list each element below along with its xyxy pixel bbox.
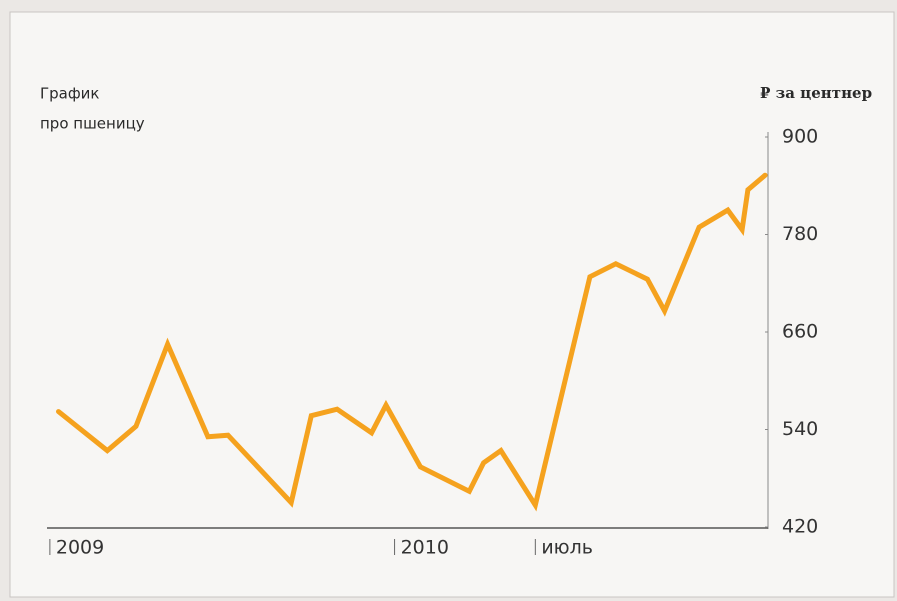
chart-title: про пшеницу: [40, 115, 145, 133]
paper: [9, 11, 895, 598]
x-tick-label: 2009: [56, 537, 104, 559]
y-tick-label: 420: [782, 516, 818, 538]
y-tick-label: 780: [782, 223, 818, 245]
y-tick-label: 900: [782, 126, 818, 148]
x-tick-label: 2010: [401, 537, 449, 559]
chart-title: График: [40, 85, 100, 103]
line-series: [56, 172, 768, 512]
y-tick-label: 660: [782, 321, 818, 343]
x-tick-label: июль: [541, 537, 593, 559]
y-axis-label: ₽ за центнер: [760, 84, 872, 102]
y-tick-label: 540: [782, 418, 818, 440]
